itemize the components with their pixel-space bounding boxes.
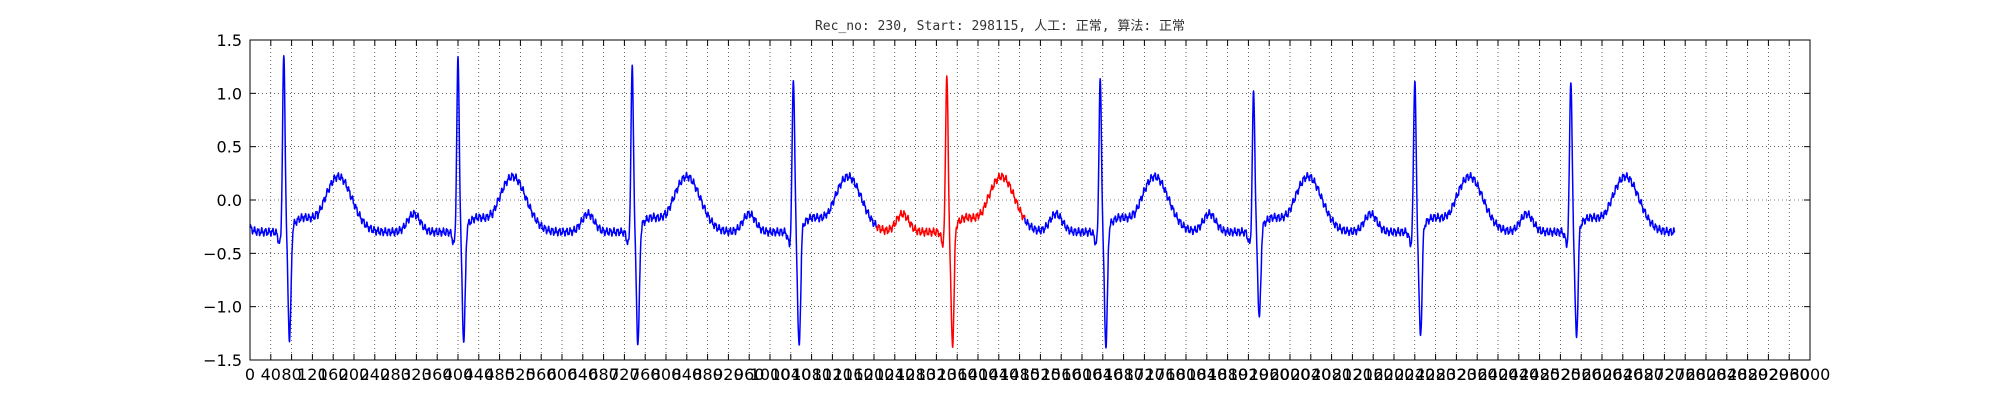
x-tick-label: 1160: [833, 365, 874, 384]
chart-title: Rec_no: 230, Start: 298115, 人工: 正常, 算法: …: [815, 19, 1185, 34]
normal-ecg-line-segment-2: [1024, 77, 1676, 349]
x-tick-label: 2000: [1270, 365, 1311, 384]
x-tick-label: 1680: [1103, 365, 1144, 384]
x-tick-label: 2920: [1748, 365, 1789, 384]
x-tick-label: 2040: [1290, 365, 1331, 384]
x-tick-label: 3000: [1790, 365, 1831, 384]
x-tick-label: 1000: [750, 365, 791, 384]
x-tick-label: 2320: [1436, 365, 1477, 384]
x-tick-label: 320: [401, 365, 432, 384]
x-tick-label: 2520: [1540, 365, 1581, 384]
x-tick-label: 240: [360, 365, 391, 384]
x-tick-label: 560: [526, 365, 557, 384]
x-tick-label: 1800: [1166, 365, 1207, 384]
y-tick-label: 0.5: [217, 138, 242, 157]
x-tick-label: 840: [672, 365, 703, 384]
x-tick-label: 600: [547, 365, 578, 384]
x-tick-label: 40: [261, 365, 281, 384]
x-tick-label: 2760: [1665, 365, 1706, 384]
x-tick-label: 2720: [1644, 365, 1685, 384]
x-tick-label: 1440: [978, 365, 1019, 384]
x-tick-label: 2080: [1311, 365, 1352, 384]
x-tick-label: 2560: [1561, 365, 1602, 384]
x-tick-label: 1880: [1207, 365, 1248, 384]
x-tick-label: 1480: [999, 365, 1040, 384]
x-tick-label: 1640: [1082, 365, 1123, 384]
x-tick-label: 280: [380, 365, 411, 384]
x-tick-label: 160: [318, 365, 349, 384]
x-tick-label: 2680: [1623, 365, 1664, 384]
x-tick-label: 760: [630, 365, 661, 384]
x-tick-label: 1840: [1186, 365, 1227, 384]
x-tick-label: 1920: [1228, 365, 1269, 384]
x-tick-label: 1120: [812, 365, 853, 384]
x-tick-label: 800: [651, 365, 682, 384]
x-tick-label: 1080: [791, 365, 832, 384]
x-tick-label: 2120: [1332, 365, 1373, 384]
x-tick-label: 2600: [1582, 365, 1623, 384]
x-tick-label: 80: [281, 365, 301, 384]
x-tick-label: 2280: [1415, 365, 1456, 384]
x-tick-label: 400: [443, 365, 474, 384]
x-tick-label: 0: [245, 365, 255, 384]
x-tick-label: 1320: [916, 365, 957, 384]
x-tick-label: 2800: [1686, 365, 1727, 384]
ecg-series: [249, 55, 1676, 349]
y-tick-label: −0.5: [203, 244, 242, 263]
y-tick-label: 1.5: [217, 31, 242, 50]
x-tick-label: 1360: [937, 365, 978, 384]
y-tick-label: −1.0: [203, 298, 242, 317]
x-tick-label: 2840: [1706, 365, 1747, 384]
x-tick-label: 440: [464, 365, 495, 384]
x-tick-label: 520: [505, 365, 536, 384]
x-tick-label: 1240: [874, 365, 915, 384]
x-tick-label: 1520: [1020, 365, 1061, 384]
x-tick-label: 2200: [1374, 365, 1415, 384]
x-tick-label: 720: [609, 365, 640, 384]
x-tick-label: 960: [734, 365, 765, 384]
x-tick-label: 1560: [1041, 365, 1082, 384]
x-tick-label: 1040: [770, 365, 811, 384]
x-tick-label: 2440: [1498, 365, 1539, 384]
x-tick-label: 1960: [1249, 365, 1290, 384]
x-tick-label: 360: [422, 365, 453, 384]
x-tick-label: 2400: [1478, 365, 1519, 384]
x-tick-label: 2480: [1519, 365, 1560, 384]
x-tick-label: 2160: [1353, 365, 1394, 384]
highlight-ecg-line-segment: [875, 75, 1026, 348]
x-tick-label: 880: [692, 365, 723, 384]
y-tick-label: 1.0: [217, 84, 242, 103]
x-tick-label: 120: [297, 365, 328, 384]
y-axis-ticks: 1.5 1.0 0.5 0.0 −0.5 −1.0 −1.5: [203, 31, 1810, 370]
x-tick-label: 1600: [1062, 365, 1103, 384]
x-tick-label: 2360: [1457, 365, 1498, 384]
x-tick-label: 1400: [958, 365, 999, 384]
x-tick-label: 640: [568, 365, 599, 384]
x-tick-label: 2960: [1769, 365, 1810, 384]
x-tick-label: 480: [484, 365, 515, 384]
x-tick-label: 2640: [1602, 365, 1643, 384]
y-tick-label: 0.0: [217, 191, 242, 210]
x-axis-ticks: 0 40 8012016020024028032036040044048052056…: [245, 40, 1830, 384]
y-tick-label: −1.5: [203, 351, 242, 370]
x-tick-label: 920: [713, 365, 744, 384]
x-tick-label: 1720: [1124, 365, 1165, 384]
x-tick-label: 1280: [895, 365, 936, 384]
x-tick-label: 1200: [854, 365, 895, 384]
x-tick-label: 2240: [1394, 365, 1435, 384]
normal-ecg-line-segment-1: [249, 55, 878, 346]
x-tick-label: 1760: [1145, 365, 1186, 384]
x-tick-label: 200: [339, 365, 370, 384]
x-tick-label: 680: [588, 365, 619, 384]
x-tick-label: 2880: [1727, 365, 1768, 384]
